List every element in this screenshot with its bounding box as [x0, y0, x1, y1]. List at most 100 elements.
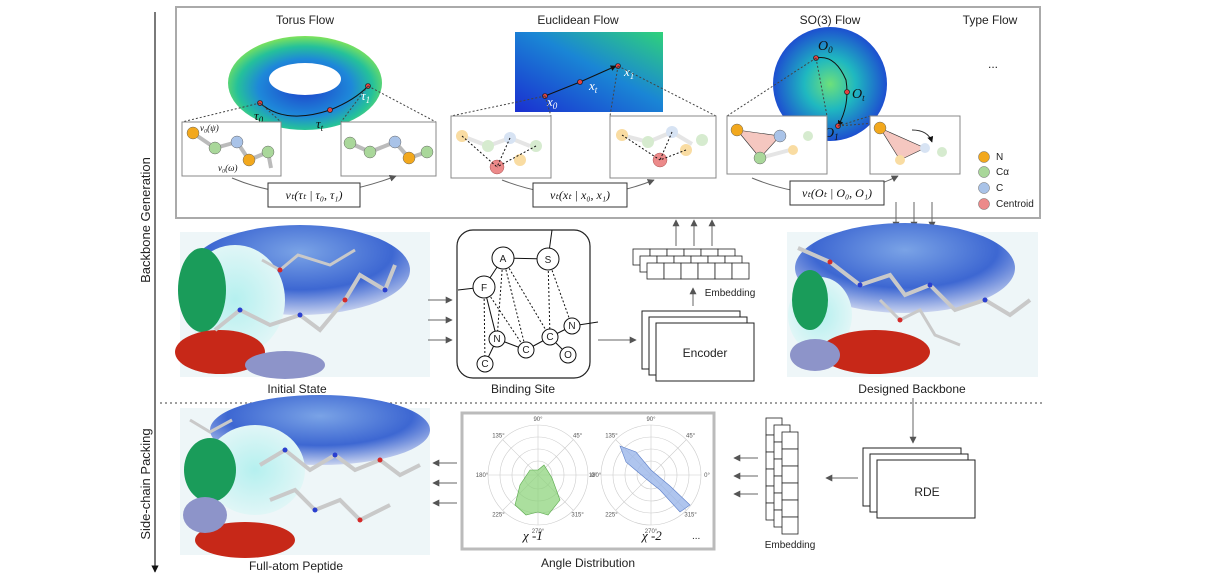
polar-tick-label: 315°	[684, 513, 697, 519]
binding-site-label: Binding Site	[491, 382, 555, 396]
polar-tick-label: 90°	[646, 417, 656, 423]
legend-swatch-c	[978, 182, 990, 194]
embedding-grid-top	[632, 248, 750, 280]
polar-tick-label: 270°	[532, 529, 545, 535]
so3-sphere	[773, 27, 887, 141]
node-n1: N	[493, 334, 500, 345]
angle-distribution-label: Angle Distribution	[541, 556, 635, 570]
embedding-cell	[646, 262, 665, 280]
type-flow-ellipsis: ...	[988, 57, 998, 71]
polar-tick-label: 45°	[573, 433, 583, 439]
chi1-label: χ -1	[521, 528, 543, 543]
embedding-cell	[781, 465, 799, 484]
polar-tick-label: 0°	[591, 473, 597, 479]
torus-start-structure	[181, 121, 282, 177]
x0-label: x0	[546, 94, 558, 111]
polar-plot-chi2	[600, 424, 702, 526]
angle-distribution-panel	[460, 411, 716, 551]
node-s: S	[545, 255, 552, 266]
encoder-block	[641, 310, 755, 382]
tau0-label: τ0	[254, 108, 264, 125]
embedding-cell	[697, 262, 716, 280]
euclidean-vector-field-box	[532, 182, 628, 208]
embedding-cell	[731, 262, 750, 280]
polar-tick-label: 135°	[492, 433, 505, 439]
polar-tick-label: 135°	[605, 433, 618, 439]
euclidean-vector-field-formula: vₜ(xₜ | x₀, x₁)	[550, 188, 610, 202]
polar-tick-label: 225°	[605, 513, 618, 519]
polar-tick-label: 180°	[589, 473, 602, 479]
polar-tick-label: 180°	[476, 473, 489, 479]
section-label-sidechain: Side-chain Packing	[138, 428, 153, 539]
node-c3: C	[481, 359, 488, 370]
legend-swatch-n	[978, 151, 990, 163]
legend-label-centroid: Centroid	[996, 199, 1034, 210]
so3-start-structure	[726, 115, 828, 175]
embedding-cell	[781, 482, 799, 501]
type-flow-title: Type Flow	[963, 13, 1018, 27]
embedding-cell	[714, 262, 733, 280]
polar-tick-label: 225°	[492, 513, 505, 519]
polar-tick-label: 90°	[533, 417, 543, 423]
euclidean-plane	[515, 32, 663, 112]
so3-end-structure	[869, 115, 961, 175]
polar-ticks-chi2: 90° 45° 0° 315° 270° 225° 180° 135°	[589, 417, 711, 535]
polar-plot-chi1	[487, 424, 589, 526]
tau1-label: τ1	[361, 88, 370, 105]
embedding-cell	[781, 499, 799, 518]
node-n2: N	[568, 321, 575, 332]
embedding-label-top: Embedding	[705, 288, 756, 299]
legend-label-ca: Cα	[996, 167, 1009, 178]
torus-end-structure	[340, 121, 437, 177]
v-psi-label: v₀(ψ)	[200, 123, 219, 133]
torus-vector-field-box	[267, 182, 361, 208]
legend-swatch-centroid	[978, 198, 990, 210]
o0-label: O0	[818, 39, 833, 55]
euclidean-flow-title: Euclidean Flow	[537, 13, 619, 27]
torus-vector-field-formula: vₜ(τₜ | τ₀, τ₁)	[286, 188, 343, 202]
rde-label: RDE	[914, 485, 939, 499]
node-c2: C	[546, 332, 553, 343]
polar-ellipsis: ...	[692, 531, 700, 542]
designed-backbone-label: Designed Backbone	[858, 382, 966, 396]
binding-site-graph	[456, 229, 599, 379]
designed-backbone-image	[787, 223, 1038, 377]
initial-state-label: Initial State	[267, 382, 327, 396]
so3-flow-title: SO(3) Flow	[800, 13, 861, 27]
polar-tick-label: 270°	[645, 529, 658, 535]
full-atom-peptide-image	[180, 395, 430, 558]
embedding-label-bottom: Embedding	[765, 540, 816, 551]
legend-swatch-ca	[978, 166, 990, 178]
x1-label: x1	[623, 64, 634, 81]
taut-label: τt	[316, 116, 324, 133]
node-c1: C	[522, 345, 529, 356]
embedding-cell	[781, 431, 799, 450]
node-f: F	[481, 283, 487, 294]
atom-legend: N Cα C Centroid	[978, 151, 1034, 210]
polar-tick-label: 315°	[571, 513, 584, 519]
so3-vector-field-formula: vₜ(Oₜ | O₀, O₁)	[802, 186, 872, 200]
polar-tick-label: 0°	[704, 473, 710, 479]
node-a: A	[500, 254, 507, 265]
legend-label-c: C	[996, 183, 1003, 194]
legend-label-n: N	[996, 152, 1003, 163]
embedding-cell	[680, 262, 699, 280]
euclidean-end-structure	[609, 115, 717, 179]
rde-block	[862, 447, 976, 519]
initial-state-image	[175, 225, 430, 379]
section-label-backbone: Backbone Generation	[138, 157, 153, 283]
embedding-cell	[781, 516, 799, 535]
polar-tick-label: 45°	[686, 433, 696, 439]
ot-label: Ot	[852, 87, 865, 103]
chi2-label: χ -2	[640, 528, 662, 543]
v-omega-label: v₀(ω)	[218, 163, 237, 173]
so3-vector-field-box	[789, 180, 885, 206]
torus-surface	[228, 36, 382, 130]
embedding-grid-bottom	[765, 417, 799, 535]
o1-label: O1	[824, 126, 839, 142]
embedding-cell	[781, 448, 799, 467]
polar-ticks-chi1: 90° 45° 0° 315° 270° 225° 180° 135°	[476, 417, 598, 535]
encoder-label: Encoder	[683, 346, 728, 360]
embedding-cell	[663, 262, 682, 280]
